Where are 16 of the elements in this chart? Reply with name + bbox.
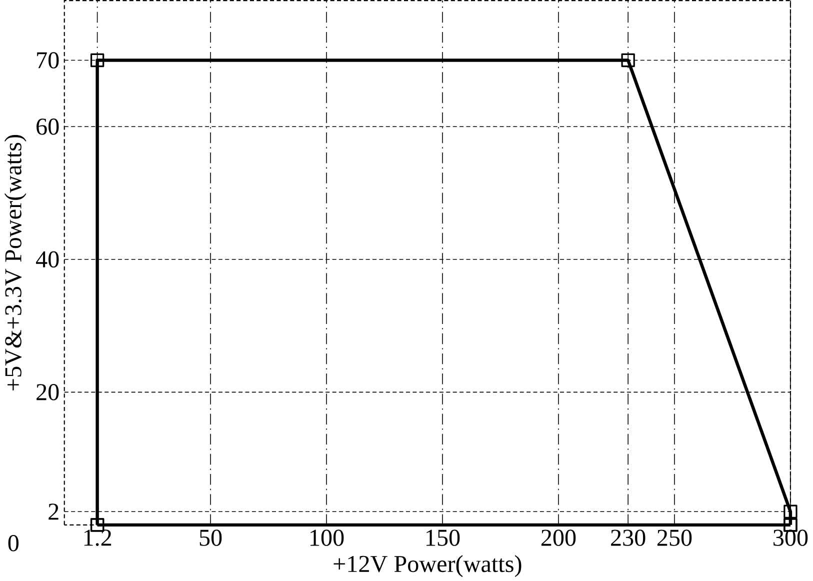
y-tick-label: 60 [36, 118, 59, 135]
y-axis-title: +5V&+3.3V Power(watts) [4, 134, 26, 390]
y-tick-label: 70 [37, 52, 59, 68]
x-tick-label: 1.2 [84, 529, 112, 546]
x-tick-label: 50 [200, 529, 222, 546]
x-tick-label: 250 [657, 529, 692, 546]
y-tick-label: 2 [48, 503, 58, 520]
x-tick-label: 200 [541, 529, 576, 546]
x-tick-label: 230 [611, 529, 646, 546]
y-tick-label: 40 [36, 251, 59, 268]
y-tick-label: 20 [36, 384, 59, 400]
text: 0 [8, 534, 19, 552]
x-tick-label: 300 [774, 529, 808, 546]
x-tick-label: 150 [426, 529, 460, 546]
x-axis-title: +12V Power(watts) [334, 554, 522, 577]
x-tick-label: 100 [310, 529, 344, 546]
